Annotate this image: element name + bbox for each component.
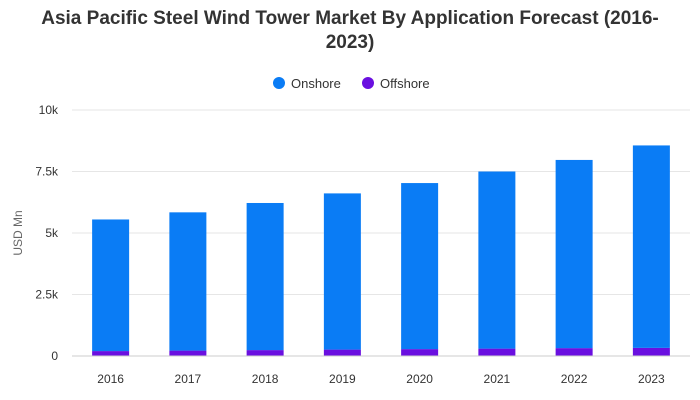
x-tick-label: 2016 <box>97 372 124 386</box>
x-tick-label: 2022 <box>561 372 588 386</box>
legend-label-offshore: Offshore <box>380 76 430 91</box>
bar-offshore-2016[interactable] <box>92 351 130 356</box>
bar-offshore-2018[interactable] <box>246 350 284 356</box>
x-tick-label: 2018 <box>252 372 279 386</box>
bar-onshore-2022[interactable] <box>555 159 593 349</box>
legend-swatch-onshore <box>273 77 285 89</box>
bar-onshore-2016[interactable] <box>92 219 130 352</box>
bar-offshore-2017[interactable] <box>169 350 207 356</box>
bar-offshore-2021[interactable] <box>478 348 516 356</box>
bar-onshore-2018[interactable] <box>246 202 284 351</box>
grid <box>72 109 690 295</box>
x-tick-label: 2021 <box>484 372 511 386</box>
bar-onshore-2017[interactable] <box>169 212 207 351</box>
chart-title-line-1: Asia Pacific Steel Wind Tower Market By … <box>41 8 659 29</box>
y-tick-label: 10k <box>39 103 59 117</box>
bar-onshore-2020[interactable] <box>401 183 439 350</box>
bar-onshore-2021[interactable] <box>478 171 516 349</box>
legend-item-offshore[interactable]: Offshore <box>362 76 430 91</box>
x-tick-label: 2017 <box>175 372 202 386</box>
bar-onshore-2023[interactable] <box>632 145 670 348</box>
chart-title-line-2: 2023) <box>326 32 375 53</box>
bar-offshore-2022[interactable] <box>555 348 593 356</box>
bar-offshore-2019[interactable] <box>323 349 361 356</box>
bar-onshore-2019[interactable] <box>323 193 361 350</box>
legend: Onshore Offshore <box>273 76 430 91</box>
y-tick-label: 5k <box>45 226 59 240</box>
x-axis-ticks: 2016 2017 2018 2019 2020 2021 2022 2023 <box>97 372 665 386</box>
y-axis-label: USD Mn <box>11 210 25 255</box>
y-axis-ticks: 0 2.5k 5k 7.5k 10k <box>35 103 59 363</box>
y-tick-label: 7.5k <box>35 165 59 179</box>
y-tick-label: 0 <box>51 349 58 363</box>
x-tick-label: 2019 <box>329 372 356 386</box>
legend-label-onshore: Onshore <box>291 76 341 91</box>
x-tick-label: 2020 <box>406 372 433 386</box>
legend-swatch-offshore <box>362 77 374 89</box>
bar-offshore-2020[interactable] <box>401 349 439 356</box>
y-tick-label: 2.5k <box>35 288 59 302</box>
x-tick-label: 2023 <box>638 372 665 386</box>
bars <box>92 145 670 356</box>
legend-item-onshore[interactable]: Onshore <box>273 76 341 91</box>
bar-offshore-2023[interactable] <box>632 347 670 356</box>
